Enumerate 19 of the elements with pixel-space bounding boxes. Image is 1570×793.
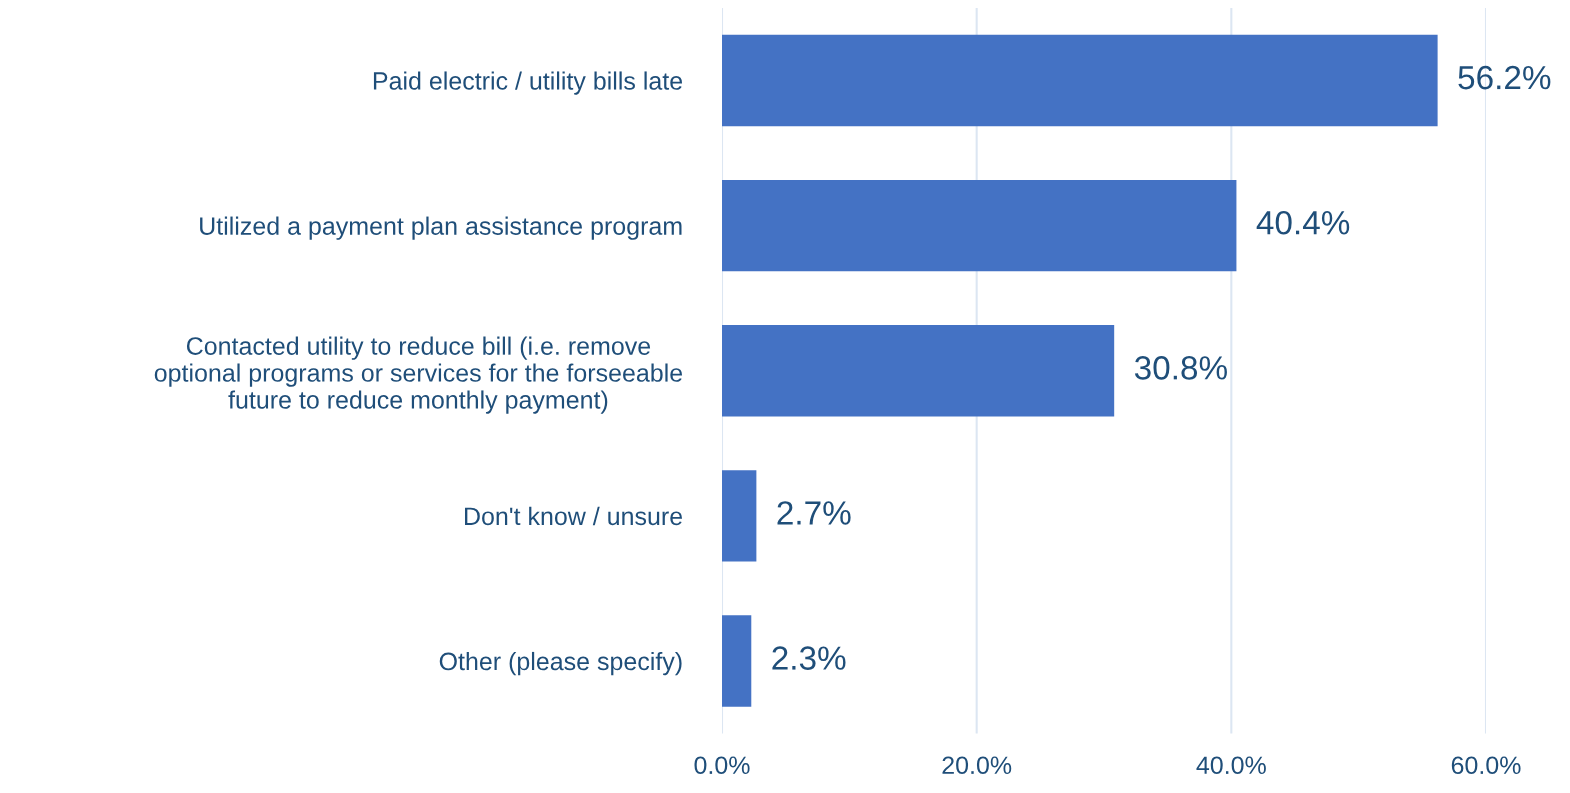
bar [722,34,1438,127]
data-label: 40.4% [1256,210,1350,235]
y-tick-label: Other (please specify) [439,651,682,676]
bar [722,179,1237,272]
y-tick-label: Don't know / unsure [465,506,683,526]
bar [722,470,757,562]
bar [722,325,1115,417]
x-tick-label: 20.0% [942,756,1012,775]
x-tick-label: 60.0% [1451,756,1521,775]
data-label: 30.8% [1134,356,1227,380]
y-tick-label: Paid electric / utility bills late [373,71,683,95]
y-tick-label: Contacted utility to reduce bill (i.e. remove optional programs or services for the forseeable future to reduce monthly payment) [154,336,683,414]
x-tick-label: 40.0% [1196,756,1266,775]
bar [722,615,752,707]
data-label: 2.7% [777,501,851,525]
data-label: 56.2% [1458,65,1551,90]
data-label: 2.3% [772,646,846,670]
y-tick-label: Utilized a payment plan assistance program [200,216,682,240]
x-tick-label: 0.0% [694,756,750,775]
